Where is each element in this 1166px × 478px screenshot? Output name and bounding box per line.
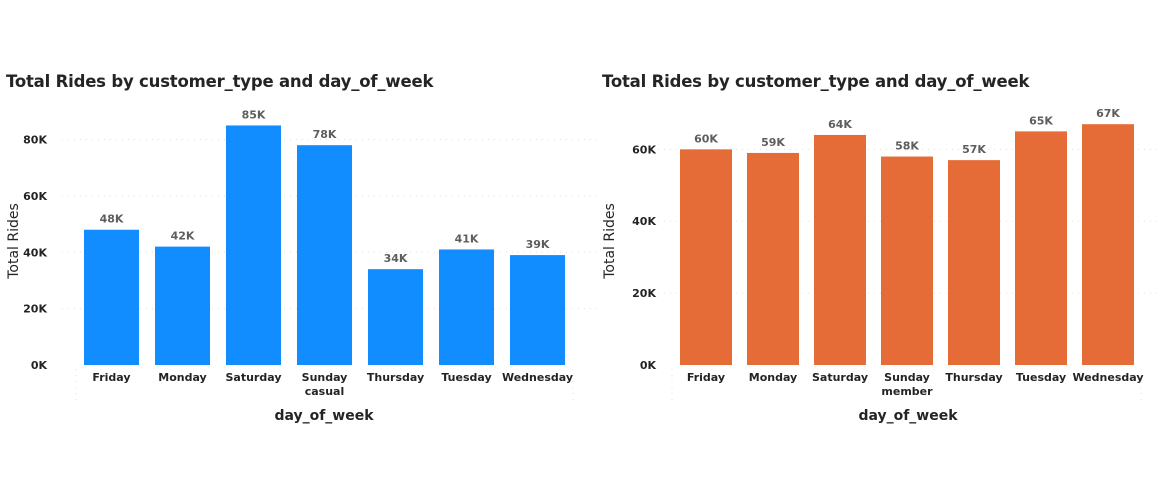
bar-saturday[interactable] [226,125,281,365]
bar-tuesday[interactable] [1015,131,1067,365]
y-tick-label: 40K [632,215,656,228]
x-tick-label: Wednesday [1072,371,1143,384]
x-tick-label: Thursday [367,371,424,384]
bar-thursday[interactable] [948,160,1000,365]
x-tick-label: Sunday [302,371,348,384]
bar-tuesday[interactable] [439,249,494,365]
data-label: 60K [694,132,718,145]
y-axis-title: Total Rides [6,203,22,280]
data-label: 39K [526,238,550,251]
x-tick-label: Thursday [945,371,1002,384]
x-tick-label: Tuesday [441,371,491,384]
bar-monday[interactable] [747,152,799,365]
customer-type-label: casual [305,385,345,398]
x-tick-label: Monday [749,371,797,384]
customer-type-label: member [881,385,933,398]
data-label: 58K [895,140,919,153]
bar-thursday[interactable] [368,269,423,365]
x-tick-label: Wednesday [502,371,573,384]
x-tick-label: Friday [687,371,725,384]
y-tick-label: 60K [632,143,656,156]
bar-friday[interactable] [680,149,732,365]
member-rides-chart[interactable]: Total Rides by customer_type and day_of_… [598,0,1166,478]
y-axis-title: Total Rides [602,203,618,280]
data-label: 42K [171,230,195,243]
bar-wednesday[interactable] [510,255,565,365]
x-tick-label: Friday [92,371,130,384]
casual-rides-chart[interactable]: Total Rides by customer_type and day_of_… [0,0,600,478]
x-tick-label: Saturday [226,371,282,384]
x-tick-label: Tuesday [1016,371,1066,384]
data-label: 59K [761,136,785,149]
chart-title: Total Rides by customer_type and day_of_… [6,72,434,91]
bar-monday[interactable] [155,246,210,365]
data-label: 65K [1029,114,1053,127]
data-label: 64K [828,118,852,131]
y-tick-label: 20K [23,303,47,316]
data-label: 34K [384,252,408,265]
y-tick-label: 20K [632,287,656,300]
chart-title: Total Rides by customer_type and day_of_… [602,72,1030,91]
bar-friday[interactable] [84,229,139,365]
data-label: 41K [455,232,479,245]
data-label: 78K [313,128,337,141]
member-rides-plot: 0K 20K 40K 60K 60K Friday 59K Monday 64K Saturday… [602,107,1162,424]
y-tick-label: 0K [31,359,48,372]
data-label: 67K [1096,107,1120,120]
data-label: 57K [962,143,986,156]
x-axis-title: day_of_week [274,408,374,424]
y-tick-label: 80K [23,134,47,147]
bar-wednesday[interactable] [1082,124,1134,365]
y-tick-label: 60K [23,190,47,203]
casual-rides-plot: 0K 20K 40K 60K 80K 48K Friday 42K Monday 85K Satur… [6,108,598,424]
data-label: 85K [242,108,266,121]
x-tick-label: Monday [158,371,206,384]
y-tick-label: 40K [23,246,47,259]
data-label: 48K [100,213,124,226]
x-tick-label: Saturday [812,371,868,384]
x-axis-title: day_of_week [858,408,958,424]
y-tick-label: 0K [640,359,657,372]
bar-sunday[interactable] [881,156,933,365]
bar-saturday[interactable] [814,134,866,365]
x-tick-label: Sunday [884,371,930,384]
bar-sunday[interactable] [297,145,352,365]
